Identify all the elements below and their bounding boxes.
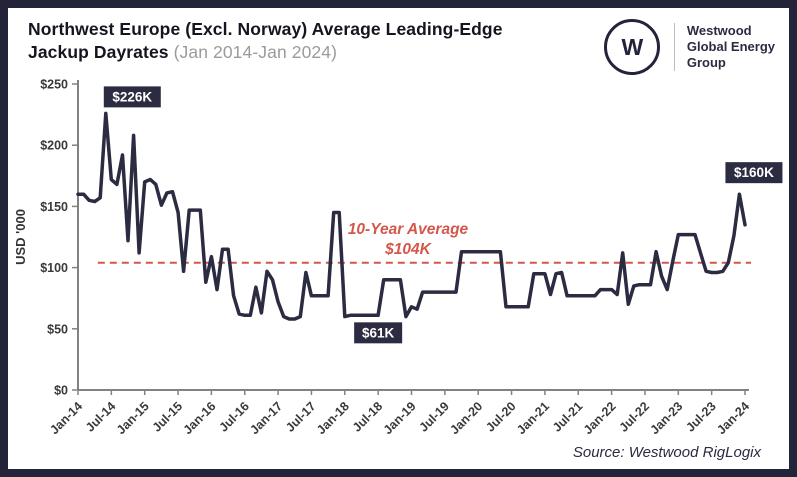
annotation-value-label: $61K [362, 325, 395, 340]
chart-title-line2: Jackup Dayrates [28, 42, 169, 63]
x-axis-tick-label: Jul-23 [683, 399, 718, 434]
x-axis-tick-label: Jan-14 [47, 399, 85, 437]
y-axis-title: USD '000 [13, 209, 28, 265]
x-axis-tick-label: Jan-15 [114, 399, 152, 437]
chart-card: Northwest Europe (Excl. Norway) Average … [8, 8, 789, 469]
average-line-label: 10-Year Average [348, 221, 469, 238]
x-axis-tick-label: Jan-18 [314, 399, 352, 437]
westwood-logo: W Westwood Global Energy Group [603, 16, 775, 78]
westwood-monogram-icon: W [603, 19, 660, 75]
dayrate-series-line [76, 111, 747, 321]
x-axis-tick-label: Jan-16 [181, 399, 219, 437]
x-axis-tick-label: Jan-17 [247, 399, 285, 437]
annotation-value-label: $226K [112, 89, 152, 104]
average-value-label: $104K [384, 241, 432, 258]
chart-title: Northwest Europe (Excl. Norway) Average … [28, 18, 503, 64]
source-caption: Source: Westwood RigLogix [572, 444, 761, 461]
logo-name-line: Group [686, 55, 726, 71]
x-axis-tick-label: Jul-22 [617, 399, 652, 434]
x-axis-tick-label: Jan-23 [648, 399, 686, 437]
x-axis-tick-label: Jul-16 [216, 399, 251, 434]
logo-divider [673, 23, 675, 71]
x-axis-tick-label: Jan-20 [447, 399, 485, 437]
x-axis-tick-label: Jul-21 [550, 399, 585, 434]
y-axis-tick-label: $200 [40, 139, 68, 153]
x-axis-tick-label: Jan-22 [581, 399, 619, 437]
chart-title-line1: Northwest Europe (Excl. Norway) Average … [28, 19, 503, 39]
dayrates-line-chart: $0$50$100$150$200$250Jan-14Jul-14Jan-15J… [13, 78, 783, 437]
x-axis-tick-label: Jul-19 [417, 399, 452, 434]
y-axis-tick-label: $250 [40, 78, 68, 92]
y-axis-tick-label: $100 [40, 261, 68, 275]
logo-monogram-letter: W [621, 33, 644, 60]
x-axis-tick-label: Jul-14 [83, 399, 118, 434]
x-axis-tick-label: Jul-20 [483, 399, 518, 434]
x-axis-tick-label: Jan-24 [714, 399, 752, 437]
x-axis-tick-label: Jul-15 [150, 399, 185, 434]
annotation-value-label: $160K [734, 165, 774, 180]
annotation-box [354, 322, 403, 344]
logo-name-line: Westwood [686, 22, 752, 38]
y-axis-tick-label: $50 [47, 322, 68, 336]
y-axis-tick-label: $0 [54, 384, 68, 398]
chart-title-period: (Jan 2014-Jan 2024) [173, 42, 337, 63]
logo-company-name: Westwood Global Energy Group [687, 23, 775, 72]
x-axis-tick-label: Jul-18 [350, 399, 385, 434]
x-axis-tick-label: Jan-21 [514, 399, 552, 437]
annotation-box [103, 86, 161, 108]
logo-name-line: Global Energy [686, 38, 775, 54]
x-axis-tick-label: Jan-19 [381, 399, 419, 437]
x-axis-tick-label: Jul-17 [283, 399, 318, 434]
y-axis-tick-label: $150 [40, 200, 68, 214]
annotation-box [725, 162, 783, 184]
